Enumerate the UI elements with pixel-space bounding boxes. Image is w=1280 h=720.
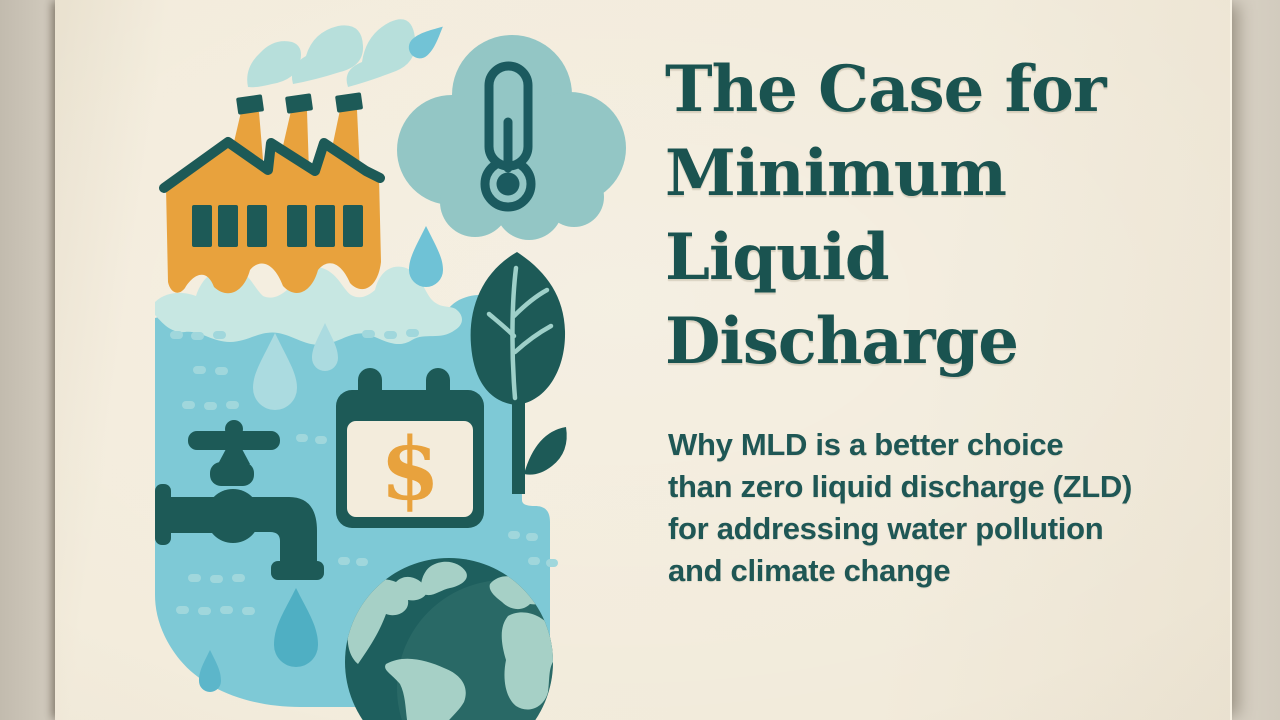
factory-body [166, 143, 381, 294]
leaf-side-leaflet [524, 427, 567, 475]
title-line: Minimum [665, 136, 1007, 211]
faucet-spout [233, 497, 317, 563]
rain-drop-icon [408, 26, 443, 59]
leaf-stem [512, 398, 525, 494]
subtitle-line: and climate change [668, 553, 951, 588]
water-detail-dashes [170, 329, 558, 615]
globe-icon [345, 558, 553, 720]
factory-roof [159, 137, 385, 193]
title-line: Liquid [665, 220, 890, 295]
calendar-icon: $ [336, 368, 484, 528]
leaf-icon [470, 252, 567, 494]
faucet-flange [271, 561, 324, 580]
factory-window [192, 205, 212, 247]
thermometer-icon [480, 61, 536, 212]
factory-window [247, 205, 267, 247]
poster-card: $ [55, 0, 1232, 720]
faucet-icon [155, 420, 324, 580]
subtitle-line: for addressing water pollution [668, 511, 1104, 546]
rain-drop-icon [409, 226, 443, 287]
water-drop-icon [199, 650, 221, 692]
chimney-cap [335, 92, 363, 113]
water-detail-droplets [253, 323, 338, 410]
factory-icon [159, 92, 385, 294]
leaf-blade [470, 252, 566, 405]
subtitle-line: Why MLD is a better choice [668, 427, 1064, 462]
factory-window [287, 205, 307, 247]
calendar-page [347, 421, 473, 517]
poster-subtitle: Why MLD is a better choice than zero liq… [668, 424, 1208, 592]
dollar-sign-icon: $ [380, 419, 440, 520]
poster-title: The Case for Minimum Liquid Discharge [665, 48, 1225, 384]
chimney-cap [285, 93, 313, 114]
leaf-veins [486, 265, 554, 401]
chimney-cap [236, 94, 264, 115]
smoke-icon [247, 19, 416, 88]
water-drop-icon [274, 588, 318, 667]
illustration: $ [155, 19, 626, 720]
title-line: Discharge [665, 304, 1019, 379]
faucet-handle [188, 431, 280, 450]
factory-window [315, 205, 335, 247]
title-line: The Case for [665, 52, 1107, 127]
factory-window [343, 205, 363, 247]
subtitle-line: than zero liquid discharge (ZLD) [668, 469, 1133, 504]
factory-window [218, 205, 238, 247]
